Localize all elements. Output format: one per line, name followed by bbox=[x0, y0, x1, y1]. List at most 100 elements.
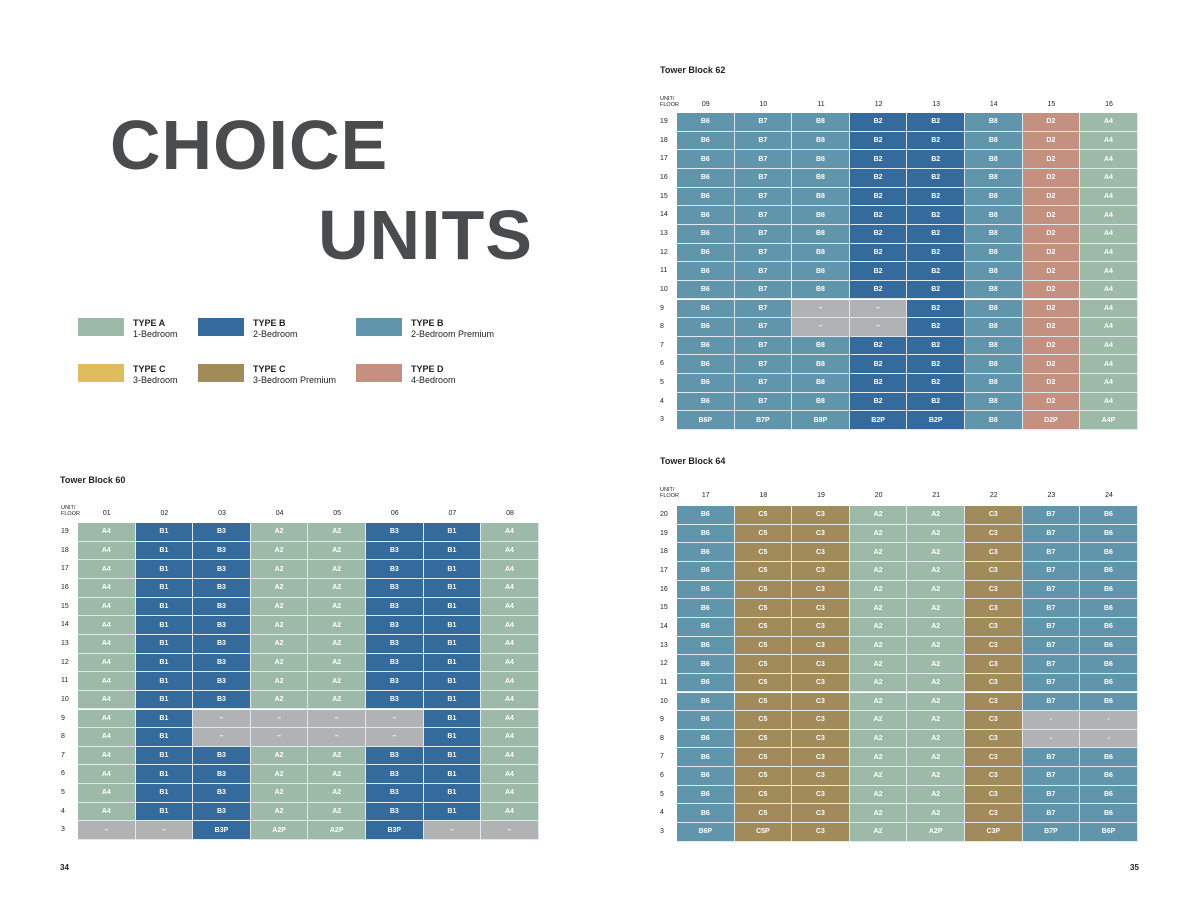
unit-cell: C5 bbox=[734, 748, 793, 768]
unit-cell: B6 bbox=[1080, 748, 1138, 768]
unit-cell: A2 bbox=[308, 690, 366, 710]
unit-cell: B8 bbox=[792, 262, 850, 281]
unit-column-header: 08 bbox=[506, 510, 514, 517]
unit-cell: B6 bbox=[677, 655, 735, 674]
unit-cell: D2 bbox=[1022, 113, 1081, 132]
legend-item: TYPE B 2-Bedroom Premium bbox=[356, 318, 494, 340]
unit-cell: A4 bbox=[481, 746, 539, 766]
unit-cell: A2 bbox=[907, 655, 965, 674]
unit-cell: C3 bbox=[792, 617, 850, 637]
unit-cell: B2 bbox=[907, 336, 965, 356]
legend-type: TYPE C bbox=[133, 364, 166, 374]
legend-item: TYPE C 3-Bedroom Premium bbox=[198, 364, 336, 386]
unit-cell: B6 bbox=[677, 392, 735, 412]
unit-cell: B8 bbox=[965, 299, 1023, 319]
unit-cell: D2 bbox=[1022, 392, 1081, 412]
unit-cell: B7 bbox=[1022, 804, 1081, 824]
unit-cell: – bbox=[792, 299, 850, 319]
unit-cell: B8 bbox=[965, 355, 1023, 375]
unit-cell: B6 bbox=[677, 580, 735, 600]
unit-cell: D2 bbox=[1022, 355, 1081, 375]
unit-cell: A2 bbox=[907, 804, 965, 824]
unit-cell: B7 bbox=[734, 243, 793, 263]
unit-cell: B6 bbox=[677, 299, 735, 319]
unit-cell: B3 bbox=[366, 765, 424, 785]
unit-column-header: 18 bbox=[759, 492, 768, 499]
unit-cell: A2 bbox=[250, 653, 309, 673]
unit-cell: A2 bbox=[907, 711, 965, 730]
unit-cell: A4 bbox=[78, 634, 136, 654]
unit-cell: A4 bbox=[78, 690, 136, 710]
unit-cell: B7 bbox=[734, 168, 793, 188]
unit-cell: A4 bbox=[1080, 392, 1138, 412]
unit-cell: B6 bbox=[677, 355, 735, 375]
unit-cell: B3P bbox=[366, 821, 424, 841]
unit-cell: B6 bbox=[1080, 506, 1138, 525]
unit-cell: A2 bbox=[250, 746, 309, 766]
unit-cell: B8 bbox=[792, 374, 850, 393]
unit-cell: A2 bbox=[907, 524, 965, 544]
unit-cell: A2P bbox=[907, 823, 965, 842]
floor-label: 8 bbox=[660, 734, 664, 742]
unit-cell: A2 bbox=[907, 543, 965, 562]
unit-column-header: 16 bbox=[1105, 101, 1113, 108]
unit-cell: B3 bbox=[193, 672, 251, 691]
unit-cell: A2 bbox=[849, 655, 908, 674]
unit-floor-label: UNIT/FLOOR bbox=[660, 96, 679, 108]
unit-cell: B6 bbox=[677, 804, 735, 824]
unit-cell: B8 bbox=[792, 392, 850, 412]
floor-label: 12 bbox=[660, 248, 668, 256]
unit-cell: B2 bbox=[849, 168, 908, 188]
unit-cell: A2 bbox=[849, 692, 908, 712]
unit-cell: B1 bbox=[135, 578, 194, 598]
unit-cell: A4 bbox=[1080, 299, 1138, 319]
unit-cell: B2P bbox=[907, 411, 965, 431]
unit-cell: B6 bbox=[1080, 655, 1138, 674]
unit-cell: B7 bbox=[734, 280, 793, 300]
unit-cell: B1 bbox=[135, 690, 194, 710]
unit-cell: D2 bbox=[1022, 336, 1081, 356]
floor-label: 4 bbox=[61, 807, 65, 815]
unit-cell: B6 bbox=[677, 506, 735, 525]
unit-cell: B6 bbox=[1080, 617, 1138, 637]
unit-cell: C3 bbox=[965, 748, 1023, 768]
floor-label: 5 bbox=[61, 789, 65, 797]
unit-cell: B3 bbox=[193, 578, 251, 598]
floor-label: 13 bbox=[660, 229, 668, 237]
unit-cell: C5 bbox=[734, 729, 793, 749]
unit-column-header: 03 bbox=[218, 510, 226, 517]
unit-column-header: 21 bbox=[932, 492, 941, 499]
unit-cell: B1 bbox=[135, 597, 194, 617]
unit-cell: B7 bbox=[734, 374, 793, 393]
corner-line-1: UNIT/ bbox=[660, 487, 675, 493]
unit-cell: A2 bbox=[308, 634, 366, 654]
unit-cell: B3 bbox=[193, 784, 251, 803]
unit-cell: B2 bbox=[907, 392, 965, 412]
unit-cell: A4 bbox=[481, 672, 539, 691]
unit-cell: B1 bbox=[135, 634, 194, 654]
unit-cell: B3 bbox=[193, 765, 251, 785]
floor-label: 7 bbox=[660, 753, 664, 761]
floor-label: 7 bbox=[61, 751, 65, 759]
unit-cell: A2 bbox=[250, 560, 309, 579]
unit-cell: B8 bbox=[792, 206, 850, 225]
unit-cell: B8 bbox=[965, 374, 1023, 393]
unit-cell: B8 bbox=[792, 131, 850, 151]
unit-cell: A2 bbox=[849, 561, 908, 581]
unit-cell: A4 bbox=[481, 728, 539, 747]
unit-cell: B1 bbox=[135, 541, 194, 561]
unit-cell: B6 bbox=[677, 524, 735, 544]
unit-cell: B7P bbox=[734, 411, 793, 431]
unit-cell: B1 bbox=[423, 634, 482, 654]
unit-column-header: 04 bbox=[275, 510, 284, 517]
unit-cell: B2 bbox=[907, 150, 965, 169]
unit-cell: B6 bbox=[677, 692, 735, 712]
unit-cell: B2 bbox=[907, 318, 965, 337]
unit-cell: D2 bbox=[1022, 243, 1081, 263]
unit-cell: B2 bbox=[849, 150, 908, 169]
floor-label: 15 bbox=[61, 602, 69, 610]
unit-cell: A2 bbox=[250, 784, 309, 803]
unit-cell: A2 bbox=[250, 616, 309, 635]
unit-column-header: 20 bbox=[874, 492, 883, 499]
unit-cell: B1 bbox=[423, 672, 482, 691]
